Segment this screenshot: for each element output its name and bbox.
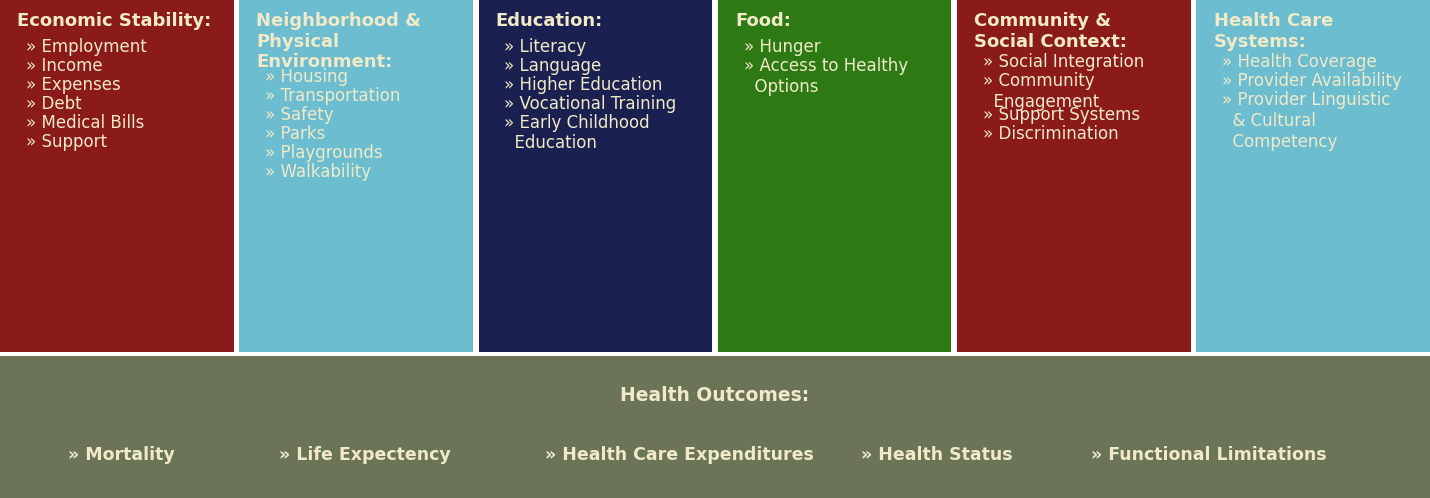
Text: » Life Expectency: » Life Expectency xyxy=(279,446,450,465)
Bar xyxy=(479,0,712,352)
Text: » Health Status: » Health Status xyxy=(861,446,1012,465)
Bar xyxy=(718,0,951,352)
Text: Food:: Food: xyxy=(735,12,791,30)
Text: Neighborhood &
Physical
Environment:: Neighborhood & Physical Environment: xyxy=(256,12,422,72)
Text: » Playgrounds: » Playgrounds xyxy=(265,144,383,162)
Text: » Parks: » Parks xyxy=(265,125,326,143)
Text: » Language: » Language xyxy=(505,57,602,75)
Text: » Access to Healthy
  Options: » Access to Healthy Options xyxy=(744,57,908,96)
Text: » Employment: » Employment xyxy=(26,38,146,56)
Text: » Mortality: » Mortality xyxy=(69,446,174,465)
Bar xyxy=(0,356,1430,498)
Text: » Walkability: » Walkability xyxy=(265,163,372,181)
Text: » Hunger: » Hunger xyxy=(744,38,821,56)
Text: Health Care
Systems:: Health Care Systems: xyxy=(1214,12,1333,51)
Bar xyxy=(1197,0,1430,352)
Text: » Support Systems: » Support Systems xyxy=(982,106,1140,124)
Text: » Debt: » Debt xyxy=(26,95,82,113)
Text: Community &
Social Context:: Community & Social Context: xyxy=(974,12,1127,51)
Text: » Early Childhood
  Education: » Early Childhood Education xyxy=(505,114,651,152)
Text: Economic Stability:: Economic Stability: xyxy=(17,12,212,30)
Text: » Medical Bills: » Medical Bills xyxy=(26,114,144,131)
Text: » Provider Availability: » Provider Availability xyxy=(1223,72,1401,90)
Bar xyxy=(957,0,1191,352)
Text: » Literacy: » Literacy xyxy=(505,38,586,56)
Text: » Health Coverage: » Health Coverage xyxy=(1223,53,1377,71)
Bar xyxy=(0,0,233,352)
Text: » Discrimination: » Discrimination xyxy=(982,125,1118,143)
Text: » Support: » Support xyxy=(26,132,107,151)
Text: » Transportation: » Transportation xyxy=(265,88,400,106)
Text: » Expenses: » Expenses xyxy=(26,76,120,94)
Text: » Social Integration: » Social Integration xyxy=(982,53,1144,71)
Text: Health Outcomes:: Health Outcomes: xyxy=(621,386,809,405)
Text: » Income: » Income xyxy=(26,57,103,75)
Text: » Higher Education: » Higher Education xyxy=(505,76,662,94)
Bar xyxy=(239,0,473,352)
Text: » Provider Linguistic
  & Cultural
  Competency: » Provider Linguistic & Cultural Compete… xyxy=(1223,91,1390,151)
Text: » Health Care Expenditures: » Health Care Expenditures xyxy=(545,446,814,465)
Text: » Community
  Engagement: » Community Engagement xyxy=(982,72,1100,111)
Text: » Vocational Training: » Vocational Training xyxy=(505,95,676,113)
Text: » Safety: » Safety xyxy=(265,107,333,124)
Text: » Functional Limitations: » Functional Limitations xyxy=(1091,446,1326,465)
Text: » Housing: » Housing xyxy=(265,68,347,87)
Text: Education:: Education: xyxy=(496,12,603,30)
